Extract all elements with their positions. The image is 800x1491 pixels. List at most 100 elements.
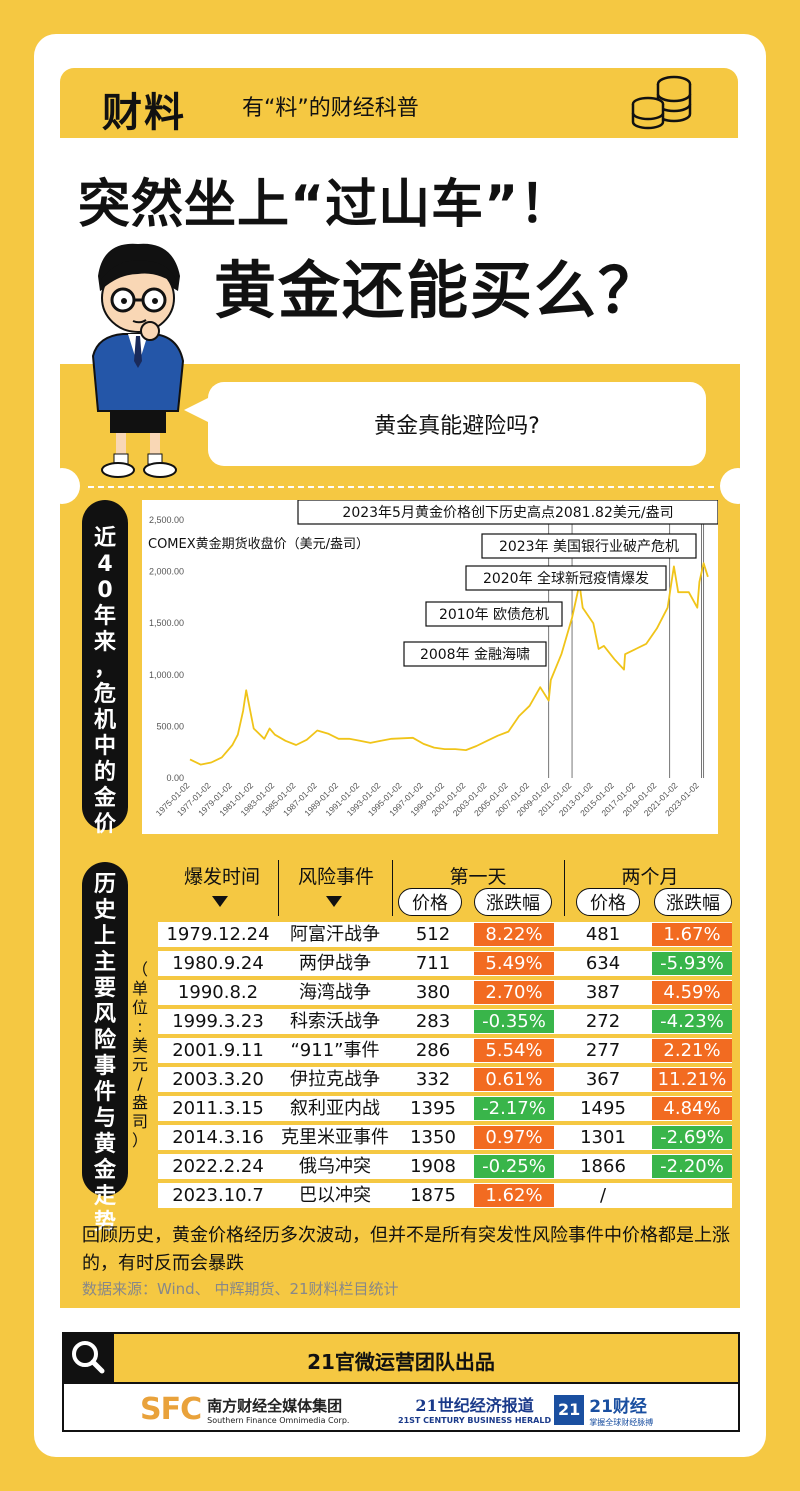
herald-logo: 21世纪经济报道 21ST CENTURY BUSINESS HERALD xyxy=(398,1392,551,1425)
label-char: 黄 xyxy=(93,1132,116,1157)
sort-down-icon xyxy=(326,896,342,907)
unit-char: 司 xyxy=(131,1112,148,1131)
label-char: 事 xyxy=(93,1054,116,1079)
speech-bubble-text: 黄金真能避险吗? xyxy=(374,414,540,439)
cell-change-day1: -0.25% xyxy=(474,1155,554,1178)
section-label-history-events: 历史上主要风险事件与黄金走势 xyxy=(82,862,128,1235)
section-label-gold-40-years: 近 4 0 年来，危机中的金价 xyxy=(82,500,128,837)
cell-event: 两伊战争 xyxy=(299,953,371,974)
label-char: 走 xyxy=(93,1184,116,1209)
cell-change-day1: 5.49% xyxy=(474,952,554,975)
label-char: 4 xyxy=(97,552,113,577)
cell-price-month2: 1301 xyxy=(580,1127,626,1148)
cell-price-day1: 1908 xyxy=(410,1156,456,1177)
cell-change-month2: 4.59% xyxy=(652,981,732,1004)
label-char: 年 xyxy=(93,604,116,629)
cell-date: 2022.2.24 xyxy=(172,1156,264,1177)
cell-price-month2: 634 xyxy=(585,953,621,974)
cj21-slogan: 掌握全球财经脉搏 xyxy=(589,1418,654,1427)
label-char: 险 xyxy=(93,1028,116,1053)
label-char: 来 xyxy=(93,630,116,655)
cell-change-month2: 4.84% xyxy=(652,1097,732,1120)
unit-char: 盎 xyxy=(131,1093,148,1112)
cell-change-month2: -2.69% xyxy=(652,1126,732,1149)
cell-change-month2: 11.21% xyxy=(652,1068,732,1091)
herald-name-en: 21ST CENTURY BUSINESS HERALD xyxy=(398,1416,552,1425)
cell-price-day1: 380 xyxy=(415,982,451,1003)
cell-price-day1: 1350 xyxy=(410,1127,456,1148)
y-tick-label: 1,500.00 xyxy=(149,618,184,628)
cell-price-month2: / xyxy=(599,1185,607,1206)
title-line-1: 突然坐上“过山车”！ xyxy=(78,175,573,235)
cell-price-month2: 1866 xyxy=(580,1156,626,1177)
header-divider xyxy=(564,860,565,916)
unit-note: （单位: 美元 / 盎司） xyxy=(128,960,152,1150)
y-tick-label: 1,000.00 xyxy=(149,670,184,680)
sfc-name-en: Southern Finance Omnimedia Corp. xyxy=(207,1415,350,1425)
summary-text: 回顾历史，黄金价格经历多次波动，但并不是所有突发性风险事件中价格都是上涨的，有时… xyxy=(82,1225,730,1274)
cell-change-day1: 0.61% xyxy=(474,1068,554,1091)
herald-name-cn: 21世纪经济报道 xyxy=(415,1396,534,1415)
label-char: 史 xyxy=(93,898,116,923)
cell-change-day1: -2.17% xyxy=(474,1097,554,1120)
cell-event: 巴以冲突 xyxy=(299,1185,371,1206)
annotation-label: 2020年 全球新冠疫情爆发 xyxy=(483,570,649,587)
cell-price-day1: 286 xyxy=(415,1040,451,1061)
label-char: 件 xyxy=(93,1080,116,1105)
cell-date: 2014.3.16 xyxy=(172,1127,264,1148)
ticket-notch-right xyxy=(720,468,756,504)
y-tick-label: 2,500.00 xyxy=(149,515,184,525)
label-char: 要 xyxy=(93,976,116,1001)
cell-event: 科索沃战争 xyxy=(290,1011,380,1032)
footer-title-bar: 21官微运营团队出品 xyxy=(64,1334,738,1384)
cell-date: 1980.9.24 xyxy=(172,953,264,974)
cell-price-day1: 1395 xyxy=(410,1098,456,1119)
label-char: 主 xyxy=(93,950,116,975)
cell-change-day1: 0.97% xyxy=(474,1126,554,1149)
cell-date: 2003.3.20 xyxy=(172,1069,264,1090)
footer: 21官微运营团队出品 SFC 南方财经全媒体集团 Southern Financ… xyxy=(62,1332,740,1432)
header-outbreak-time: 爆发时间 xyxy=(183,866,260,888)
cell-price-month2: 367 xyxy=(585,1069,621,1090)
pill-change-month2: 涨跌幅 xyxy=(654,888,732,916)
pill-price-day1: 价格 xyxy=(398,888,462,916)
cell-date: 2023.10.7 xyxy=(172,1185,264,1206)
table-row: 2023.10.7 巴以冲突 1875 / 1.62% xyxy=(158,1183,732,1208)
unit-char: : xyxy=(137,1017,143,1036)
table-row: 1980.9.24 两伊战争 711 634 5.49% -5.93% xyxy=(158,951,732,976)
y-tick-label: 500.00 xyxy=(156,721,184,731)
y-tick-label: 2,000.00 xyxy=(149,567,184,577)
cell-price-day1: 1875 xyxy=(410,1185,456,1206)
label-char: 与 xyxy=(93,1106,116,1131)
pill-price-month2: 价格 xyxy=(576,888,640,916)
speech-bubble-tail xyxy=(184,396,212,424)
header-band xyxy=(60,68,738,138)
cell-date: 1979.12.24 xyxy=(166,924,270,945)
data-source: 数据来源：Wind、 中辉期货、21财料栏目统计 xyxy=(82,1280,399,1298)
unit-char: 单 xyxy=(131,979,148,998)
unit-char: / xyxy=(137,1074,143,1093)
sort-down-icon xyxy=(212,896,228,907)
label-char: 上 xyxy=(93,924,116,949)
cell-event: 伊拉克战争 xyxy=(290,1069,380,1090)
gold-price-chart: 0.00 500.00 1,000.00 1,500.00 2,000.00 2,500.… xyxy=(142,499,719,834)
cell-price-month2: 1495 xyxy=(580,1098,626,1119)
label-char: 价 xyxy=(93,812,116,837)
cell-event: 克里米亚事件 xyxy=(281,1127,389,1148)
cj21-logo: 21 21财经 掌握全球财经脉搏 xyxy=(554,1392,653,1428)
cell-event: 叙利亚内战 xyxy=(290,1098,380,1119)
label-char: 金 xyxy=(93,1158,116,1183)
cell-date: 2011.3.15 xyxy=(172,1098,264,1119)
cell-change-month2: 1.67% xyxy=(652,923,732,946)
header-two-months: 两个月 xyxy=(621,866,679,888)
annotation-label: 2023年5月黄金价格创下历史高点2081.82美元/盎司 xyxy=(342,504,673,521)
cell-price-day1: 283 xyxy=(415,1011,451,1032)
cell-change-month2: -5.93% xyxy=(652,952,732,975)
brand-logo: 财料 xyxy=(102,90,186,136)
cartoon-person-illustration xyxy=(91,243,185,478)
cell-price-month2: 272 xyxy=(585,1011,621,1032)
cell-date: 1999.3.23 xyxy=(172,1011,264,1032)
table-row: 1990.8.2 海湾战争 380 387 2.70% 4.59% xyxy=(158,980,732,1005)
label-char: 势 xyxy=(93,1210,116,1235)
header-divider xyxy=(278,860,279,916)
